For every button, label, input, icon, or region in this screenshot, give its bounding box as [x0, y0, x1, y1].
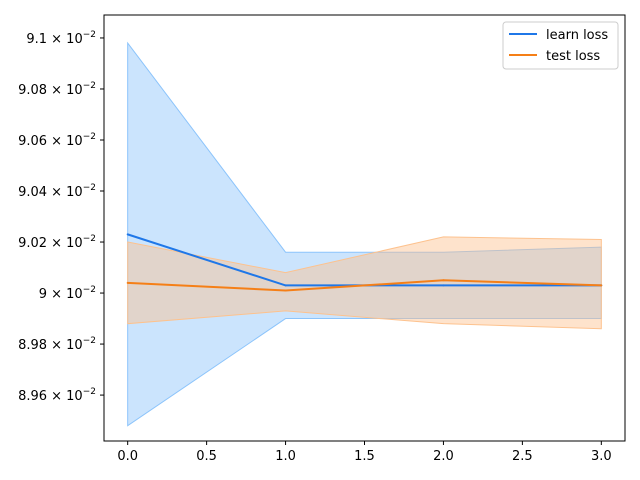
- series-line-test-loss: [127, 279, 602, 292]
- data-point-learn-loss: [442, 284, 445, 287]
- band-test-loss: [127, 236, 602, 330]
- data-point-test-loss: [442, 279, 445, 282]
- x-tick-label: 0.5: [196, 449, 217, 464]
- x-tick-label: 0.0: [117, 449, 138, 464]
- y-tick-label: 9.1 × 10−2: [26, 30, 96, 47]
- y-tick-label: 9 × 10−2: [39, 285, 96, 302]
- legend-label-test-loss: test loss: [546, 49, 600, 64]
- y-tick-label: 9.04 × 10−2: [18, 183, 96, 200]
- data-point-test-loss: [284, 289, 287, 292]
- y-axis: 8.96 × 10−2 8.98 × 10−2 9 × 10−2 9.02 × 10−…: [18, 30, 104, 404]
- data-point-learn-loss: [126, 233, 129, 236]
- x-tick-label: 2.0: [433, 449, 454, 464]
- y-tick-label: 9.08 × 10−2: [18, 81, 96, 98]
- confidence-bands: [127, 41, 602, 427]
- y-tick-label: 9.06 × 10−2: [18, 132, 96, 149]
- x-tick-label: 2.5: [512, 449, 533, 464]
- x-axis: 0.0 0.5 1.0 1.5 2.0 2.5 3.0: [117, 441, 612, 464]
- legend: learn loss test loss: [502, 21, 619, 70]
- x-tick-label: 1.5: [354, 449, 375, 464]
- data-point-test-loss: [600, 284, 603, 287]
- data-point-learn-loss: [284, 284, 287, 287]
- y-tick-label: 8.96 × 10−2: [18, 387, 96, 404]
- legend-label-learn-loss: learn loss: [546, 28, 608, 43]
- data-point-test-loss: [126, 281, 129, 284]
- y-tick-label: 8.98 × 10−2: [18, 336, 96, 353]
- x-tick-label: 3.0: [591, 449, 612, 464]
- y-tick-label: 9.02 × 10−2: [18, 234, 96, 251]
- series-lines: [126, 233, 603, 292]
- x-tick-label: 1.0: [275, 449, 296, 464]
- band-learn-loss: [127, 41, 602, 427]
